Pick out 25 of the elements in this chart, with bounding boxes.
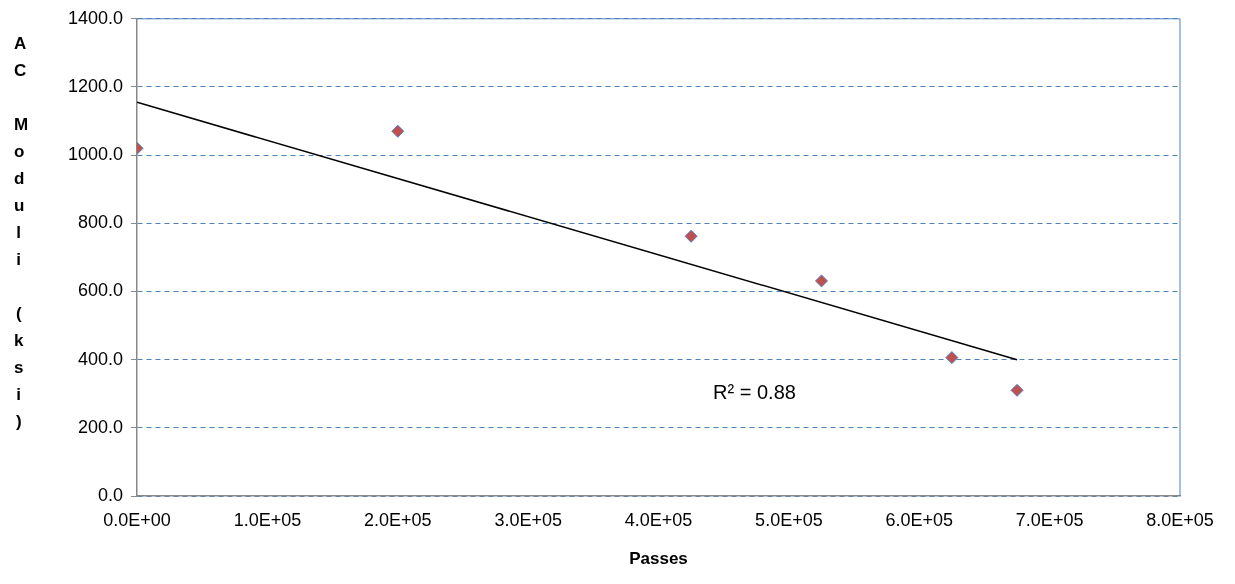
x-tick-label: 4.0E+05 [624, 509, 693, 530]
y-tick-label: 800.0 [78, 212, 124, 233]
y-tick-label: 400.0 [78, 348, 124, 369]
point [1010, 383, 1024, 397]
point [684, 229, 698, 243]
y-tick-label: 600.0 [78, 280, 124, 301]
x-tick-label: 8.0E+05 [1146, 509, 1214, 530]
y-tick-label: 1200.0 [67, 75, 124, 96]
point [814, 274, 828, 288]
annotation: R² = 0.88 [713, 380, 796, 403]
x-axis-title: Passes [629, 549, 688, 569]
text: AC Moduli (ksi) [14, 34, 29, 431]
x-tick-label: 2.0E+05 [364, 509, 432, 530]
y-tick-label: 0.0 [98, 484, 124, 505]
x-tick-label: 7.0E+05 [1015, 509, 1084, 530]
y-tick-label: 200.0 [78, 416, 124, 437]
point [945, 351, 959, 365]
x-tick-label: 0.0E+00 [103, 509, 171, 530]
y-tick-label: 1400.0 [67, 7, 124, 28]
x-tick-label: 5.0E+05 [755, 509, 823, 530]
x-tick-label: 3.0E+05 [494, 509, 562, 530]
x-tick-label: 1.0E+05 [233, 509, 302, 530]
x-tick-label: 6.0E+05 [885, 509, 954, 530]
point [391, 124, 405, 138]
y-tick-label: 1000.0 [67, 144, 124, 165]
